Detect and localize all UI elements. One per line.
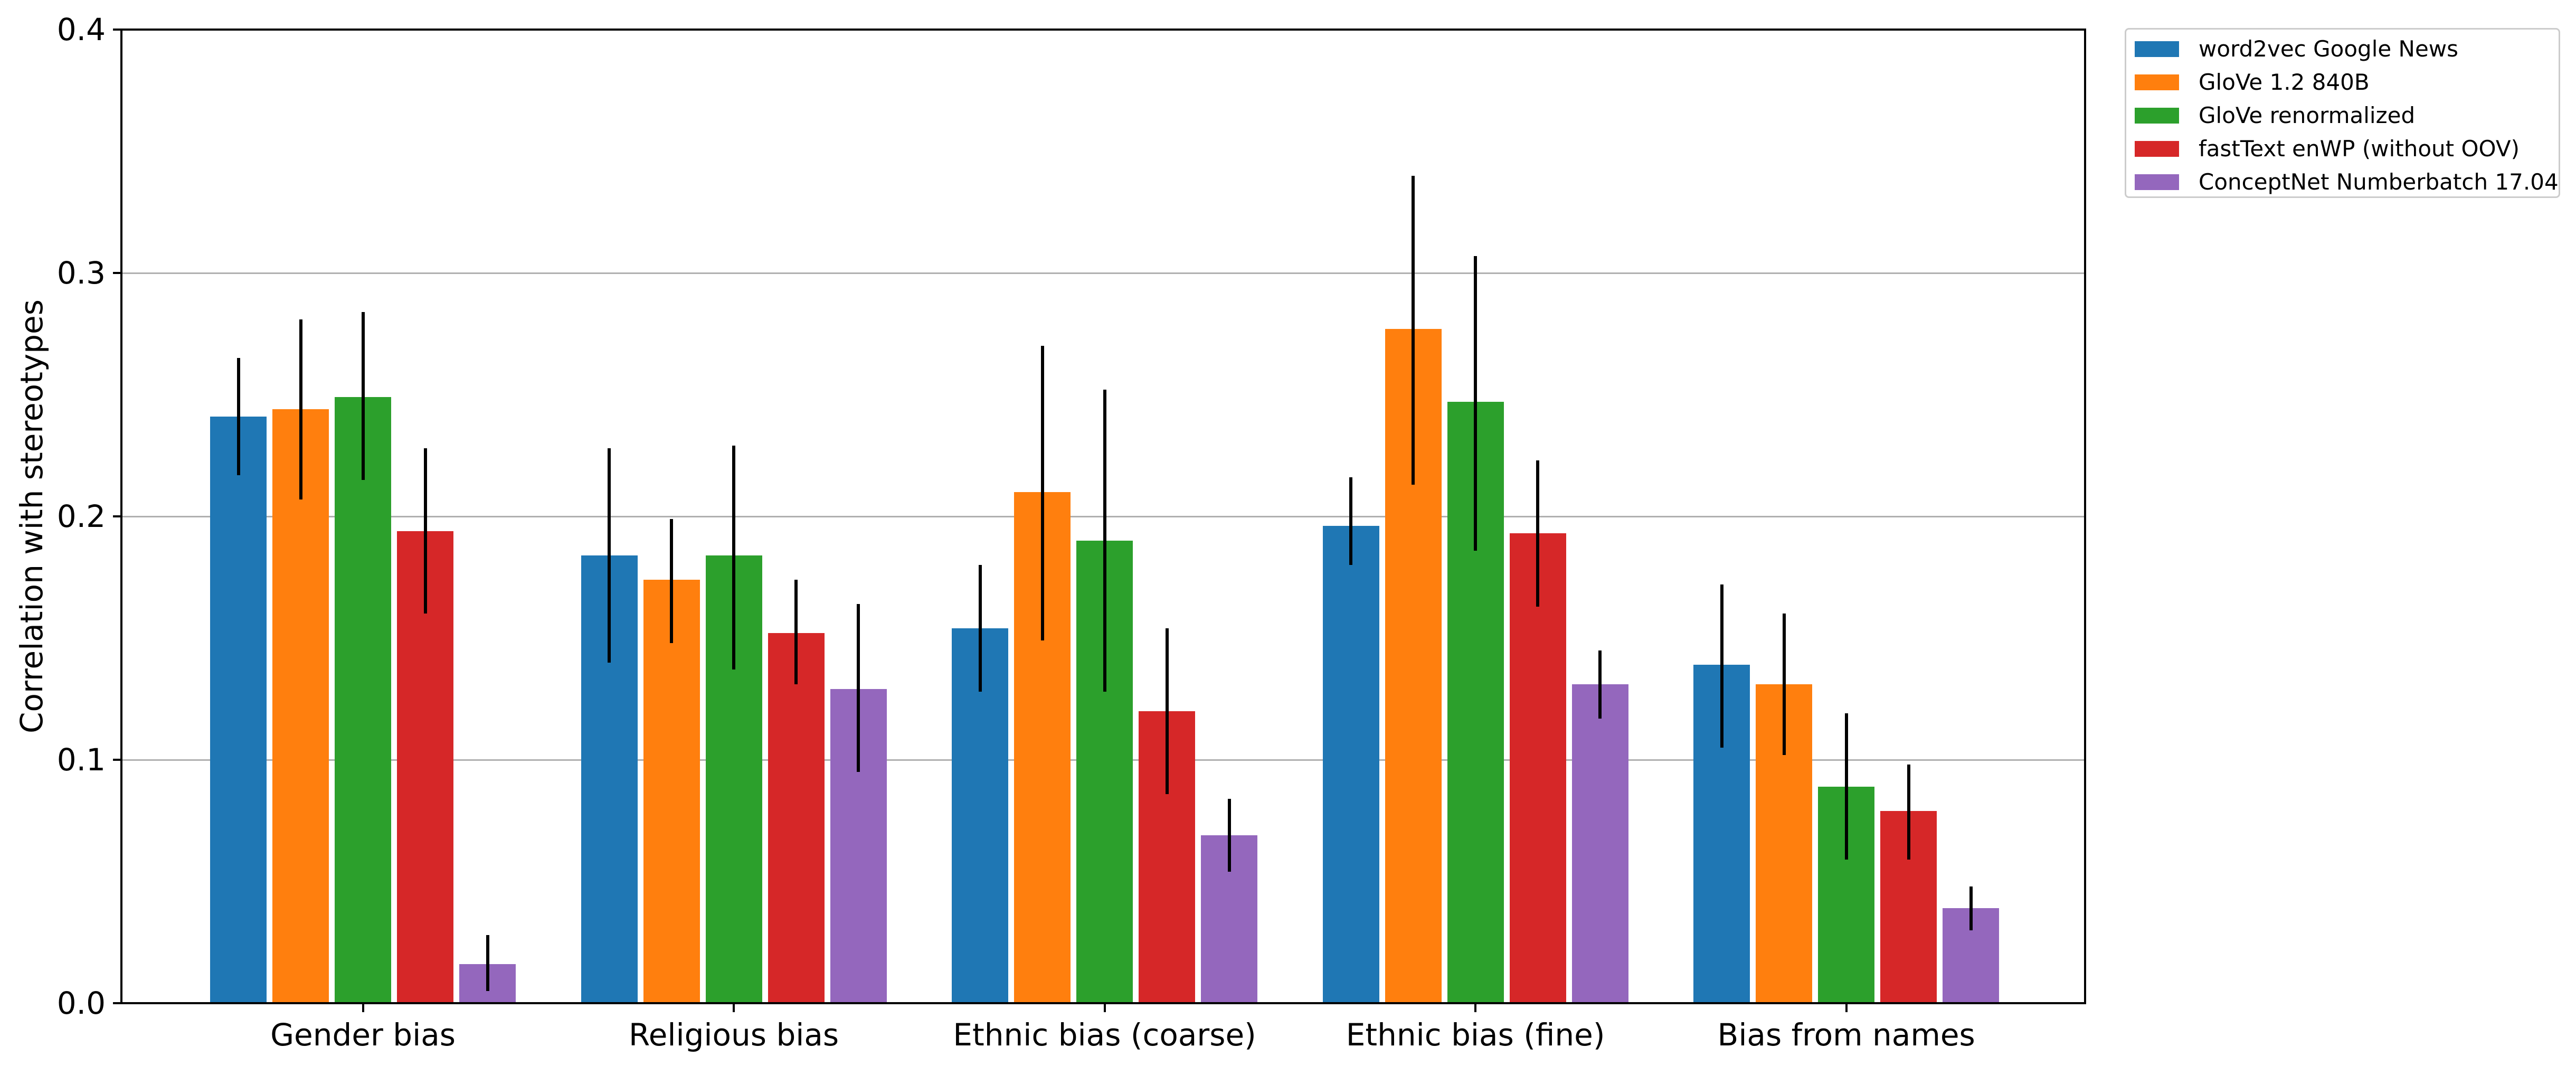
error-bar bbox=[423, 448, 427, 614]
legend-swatch bbox=[2135, 174, 2179, 190]
legend-swatch bbox=[2135, 107, 2179, 124]
y-tick bbox=[113, 1002, 121, 1004]
error-bar bbox=[1720, 584, 1723, 748]
y-tick-label: 0.1 bbox=[56, 742, 106, 778]
error-bar bbox=[1349, 477, 1353, 565]
x-tick-label: Gender bias bbox=[270, 1017, 456, 1053]
legend-swatch bbox=[2135, 41, 2179, 57]
y-tick bbox=[113, 515, 121, 517]
error-bar bbox=[1103, 390, 1106, 692]
legend-row: word2vec Google News bbox=[2126, 32, 2559, 65]
error-bar bbox=[361, 312, 365, 480]
x-tick bbox=[1845, 1004, 1848, 1012]
x-tick-label: Bias from names bbox=[1717, 1017, 1975, 1053]
legend-row: ConceptNet Numberbatch 17.04 bbox=[2126, 165, 2559, 199]
bar bbox=[272, 409, 329, 1003]
error-bar bbox=[236, 358, 240, 475]
error-bar bbox=[1907, 765, 1910, 860]
legend-label: GloVe renormalized bbox=[2199, 102, 2416, 128]
error-bar bbox=[794, 579, 798, 685]
error-bar bbox=[1474, 256, 1478, 551]
x-tick bbox=[733, 1004, 735, 1012]
error-bar bbox=[1598, 650, 1602, 719]
error-bar bbox=[1844, 713, 1848, 860]
legend-label: GloVe 1.2 840B bbox=[2199, 69, 2370, 95]
y-tick-label: 0.4 bbox=[56, 12, 106, 48]
error-bar bbox=[857, 603, 860, 772]
x-tick bbox=[1103, 1004, 1106, 1012]
bar bbox=[210, 416, 267, 1003]
error-bar bbox=[1782, 614, 1786, 755]
legend-swatch bbox=[2135, 74, 2179, 90]
error-bar bbox=[1412, 175, 1415, 485]
bar bbox=[1509, 533, 1566, 1003]
error-bar bbox=[670, 518, 674, 643]
gridline bbox=[121, 272, 2085, 274]
x-tick-label: Religious bias bbox=[629, 1017, 839, 1053]
error-bar bbox=[608, 448, 611, 663]
error-bar bbox=[1969, 886, 1973, 930]
legend-row: GloVe renormalized bbox=[2126, 99, 2559, 132]
bar bbox=[768, 633, 825, 1003]
error-bar bbox=[1227, 798, 1231, 872]
error-bar bbox=[732, 446, 736, 670]
legend: word2vec Google News GloVe 1.2 840B GloVe … bbox=[2125, 28, 2560, 198]
y-tick bbox=[113, 759, 121, 761]
bar bbox=[335, 397, 392, 1003]
x-tick bbox=[1474, 1004, 1477, 1012]
y-tick-label: 0.0 bbox=[56, 985, 106, 1021]
bar bbox=[1571, 684, 1628, 1003]
y-tick-label: 0.3 bbox=[56, 255, 106, 291]
bar bbox=[1322, 526, 1379, 1003]
legend-label: ConceptNet Numberbatch 17.04 bbox=[2199, 168, 2559, 195]
legend-label: word2vec Google News bbox=[2199, 35, 2459, 62]
error-bar bbox=[978, 565, 982, 692]
y-tick bbox=[113, 272, 121, 274]
bar bbox=[643, 579, 700, 1003]
error-bar bbox=[486, 935, 489, 991]
error-bar bbox=[1165, 628, 1169, 794]
x-tick-label: Ethnic bias (coarse) bbox=[953, 1017, 1256, 1053]
legend-row: GloVe 1.2 840B bbox=[2126, 65, 2559, 99]
error-bar bbox=[1040, 346, 1044, 641]
y-tick-label: 0.2 bbox=[56, 498, 106, 534]
legend-label: fastText enWP (without OOV) bbox=[2199, 135, 2520, 162]
x-tick bbox=[362, 1004, 364, 1012]
legend-row: fastText enWP (without OOV) bbox=[2126, 132, 2559, 165]
x-tick-label: Ethnic bias (fine) bbox=[1346, 1017, 1605, 1053]
error-bar bbox=[299, 319, 302, 499]
y-tick bbox=[113, 29, 121, 31]
legend-swatch bbox=[2135, 140, 2179, 157]
error-bar bbox=[1536, 460, 1540, 607]
